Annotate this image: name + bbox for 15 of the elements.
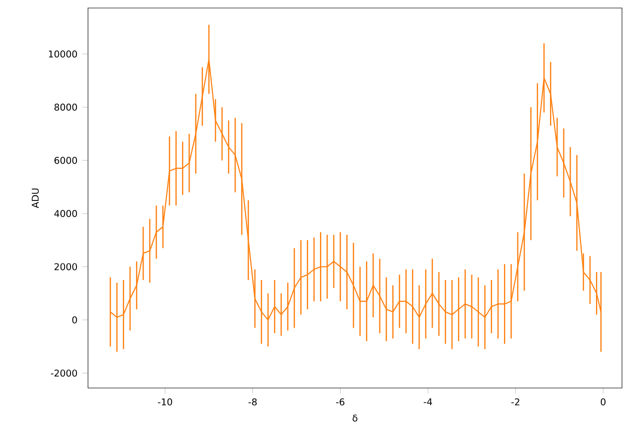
y-tick-label: -2000	[50, 370, 77, 377]
y-tick-label: 4000	[54, 210, 77, 218]
x-tick-label: 0	[600, 398, 606, 406]
x-tick-label: -8	[248, 398, 257, 406]
x-tick-label: -2	[511, 398, 520, 406]
x-tick-label: -10	[158, 398, 172, 406]
y-tick-label: 10000	[48, 50, 77, 58]
x-tick-label: -4	[424, 398, 432, 406]
x-tick-label: -6	[336, 398, 344, 406]
y-tick-label: 2000	[54, 263, 77, 270]
x-axis-title: δ	[352, 414, 358, 422]
y-tick-label: 6000	[54, 156, 77, 164]
y-tick-label: 8000	[54, 104, 77, 111]
y-axis-title: ADU	[32, 188, 39, 208]
y-tick-label: 0	[72, 316, 77, 324]
